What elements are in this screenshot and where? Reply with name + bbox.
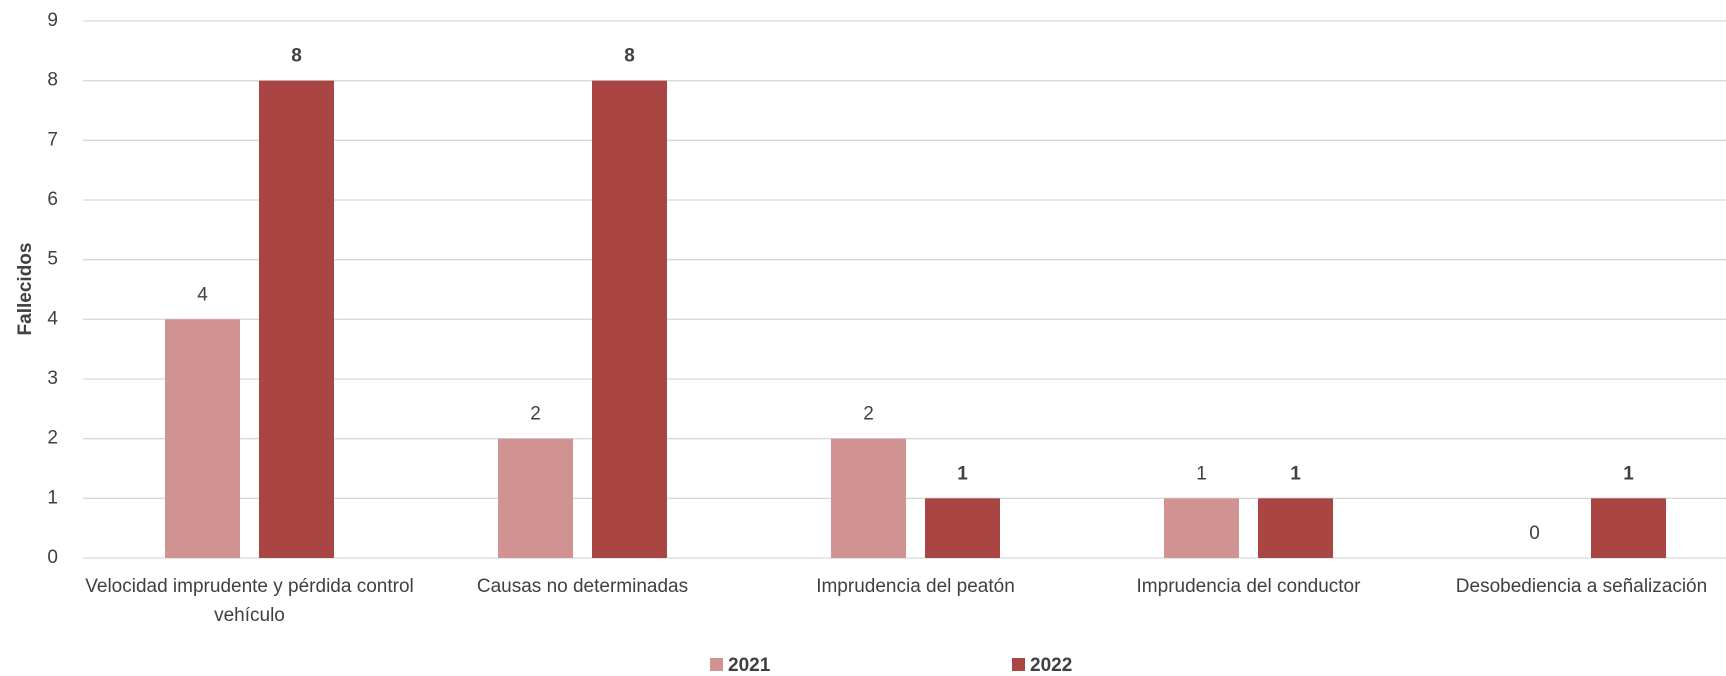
bar xyxy=(831,438,906,558)
legend-label: 2022 xyxy=(1030,655,1072,676)
y-tick-label: 7 xyxy=(47,129,58,150)
bar xyxy=(259,80,334,559)
x-tick-label: Velocidad imprudente y pérdida control v… xyxy=(85,576,414,626)
x-tick-label: Imprudencia del conductor xyxy=(1136,576,1361,597)
bar xyxy=(498,438,573,558)
bar xyxy=(592,80,667,559)
y-tick-label: 9 xyxy=(47,10,58,31)
x-tick-label: Causas no determinadas xyxy=(476,576,689,597)
y-tick-label: 1 xyxy=(47,487,58,508)
legend-label: 2021 xyxy=(728,655,771,676)
legend-swatch xyxy=(710,658,723,671)
bar xyxy=(925,498,1000,558)
data-label: 1 xyxy=(1290,463,1301,484)
data-label: 4 xyxy=(197,284,208,305)
y-tick-label: 8 xyxy=(47,70,58,91)
y-tick-label: 3 xyxy=(47,368,58,389)
data-label: 0 xyxy=(1529,523,1540,544)
y-tick-label: 4 xyxy=(47,308,58,329)
data-label: 2 xyxy=(530,404,541,425)
y-tick-label: 2 xyxy=(47,428,58,449)
y-tick-label: 6 xyxy=(47,189,58,210)
y-tick-label: 0 xyxy=(47,547,58,568)
x-tick-label: Imprudencia del peatón xyxy=(816,576,1015,597)
data-label: 8 xyxy=(624,46,635,67)
x-tick-label: Desobediencia a señalización xyxy=(1455,576,1708,597)
bar xyxy=(1258,498,1333,558)
y-tick-label: 5 xyxy=(47,249,58,270)
data-label: 1 xyxy=(957,463,968,484)
data-label: 8 xyxy=(291,46,302,67)
data-label: 1 xyxy=(1196,463,1207,484)
legend-swatch xyxy=(1012,658,1025,671)
bar xyxy=(1164,498,1239,558)
data-label: 1 xyxy=(1623,463,1634,484)
bar xyxy=(1591,498,1666,558)
y-axis-title: Fallecidos xyxy=(15,243,36,336)
bar xyxy=(165,319,240,558)
data-label: 2 xyxy=(863,404,874,425)
